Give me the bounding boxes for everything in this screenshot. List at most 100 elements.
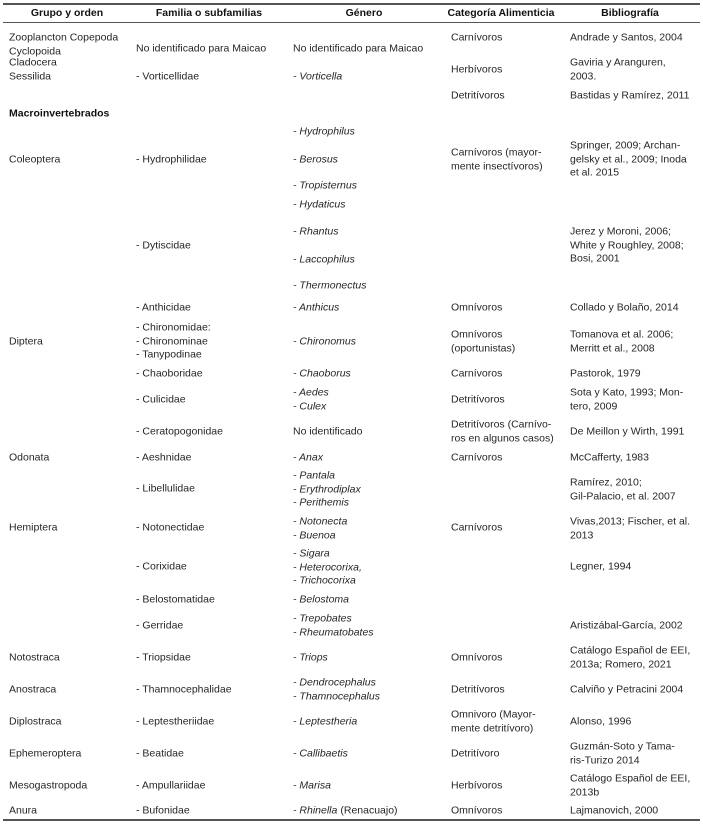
cell-bibliography: tero, 2009 <box>570 400 617 414</box>
cell-bibliography: Ramírez, 2010; <box>570 476 642 490</box>
cell-category: Herbívoros <box>451 63 502 77</box>
cell-category: ros en algunos casos) <box>451 432 554 446</box>
category-text: ros en algunos casos) <box>451 431 554 444</box>
group-text: Hemiptera <box>9 521 58 534</box>
group-text: Anura <box>9 804 38 817</box>
genus-text: No identificado para Maicao <box>293 42 424 55</box>
cell-group: Zooplancton Copepoda <box>9 31 118 45</box>
cell-family: - Chaoboridae <box>136 367 203 381</box>
family-text: - Anthicidae <box>136 301 191 314</box>
group-text: Odonata <box>9 451 50 464</box>
group-text: Anostraca <box>9 683 57 696</box>
bibliography-text: Guzmán-Soto y Tama- <box>570 740 675 753</box>
cell-genus: - Rheumatobates <box>293 626 374 640</box>
genus-text: - Buenoa <box>293 528 336 541</box>
cell-bibliography: Alonso, 1996 <box>570 715 631 729</box>
bibliography-text: tero, 2009 <box>570 399 618 412</box>
cell-genus: - Belostoma <box>293 593 349 607</box>
cell-genus: - Berosus <box>293 153 338 167</box>
group-text: Mesogastropoda <box>9 779 88 792</box>
category-text: Carnívoros (mayor- <box>451 146 542 159</box>
cell-genus: - Thamnocephalus <box>293 690 380 704</box>
header-bibliography: Bibliografía <box>601 7 659 19</box>
bibliography-text: Collado y Bolaño, 2014 <box>570 301 679 314</box>
cell-category: Detritívoros <box>451 393 505 407</box>
cell-category: Omnívoros <box>451 651 502 665</box>
cell-bibliography: 2013 <box>570 529 593 543</box>
genus-text: - Heterocorixa, <box>293 560 362 573</box>
family-text: - Libellulidae <box>136 482 195 495</box>
bibliography-text: Gil-Palacio, et al. 2007 <box>570 489 676 502</box>
bibliography-text: 2013 <box>570 528 594 541</box>
header-group: Grupo y orden <box>30 7 104 19</box>
cell-category: Omnívoros <box>451 804 502 818</box>
bibliography-text: Bosi, 2001 <box>570 252 620 265</box>
family-text: - Notonectidae <box>136 521 205 534</box>
cell-group: Anostraca <box>9 683 56 697</box>
cell-genus: - Hydrophilus <box>293 125 355 139</box>
family-text: - Belostomatidae <box>136 593 215 606</box>
bibliography-text: 2013b <box>570 785 600 798</box>
cell-category: mente detritívoro) <box>451 722 533 736</box>
category-text: Omnívoros <box>451 301 503 314</box>
bibliography-text: 2003. <box>570 69 597 82</box>
cell-genus: - Thermonectus <box>293 279 367 293</box>
cell-family: - Culicidae <box>136 393 186 407</box>
family-text: - Gerridae <box>136 619 184 632</box>
genus-text: - Laccophilus <box>293 253 355 266</box>
cell-bibliography: et al. 2015 <box>570 166 619 180</box>
group-text: Diplostraca <box>9 715 62 728</box>
genus-text: - Rhantus <box>293 225 339 238</box>
genus-text: - Tropisternus <box>293 179 357 192</box>
cell-genus: No identificado <box>293 425 362 439</box>
cell-family: - Beatidae <box>136 747 184 761</box>
cell-genus: - Marisa <box>293 779 331 793</box>
cell-category: Omnívoros <box>451 301 502 315</box>
genus-text: - Vorticella <box>293 70 343 83</box>
bibliography-text: Catálogo Español de EEI, <box>570 644 691 657</box>
cell-family: - Dytiscidae <box>136 239 191 253</box>
category-text: Detritívoros (Carnívo- <box>451 418 552 431</box>
genus-text: - Marisa <box>293 779 331 792</box>
bibliography-text: Gaviria y Aranguren, <box>570 56 666 69</box>
bibliography-text: Calviño y Petracini 2004 <box>570 683 684 696</box>
cell-family: - Ampullariidae <box>136 779 205 793</box>
category-text: Omnívoros <box>451 328 503 341</box>
category-text: Carnívoros <box>451 521 503 534</box>
cell-genus: - Heterocorixa, <box>293 561 362 575</box>
category-text: Detritívoros <box>451 89 505 102</box>
bibliography-text: et al. 2015 <box>570 166 620 179</box>
cell-genus: - Notonecta <box>293 515 347 529</box>
cell-genus: - Triops <box>293 651 328 665</box>
family-text: - Leptestheriidae <box>136 715 215 728</box>
family-text: - Thamnocephalidae <box>136 683 232 696</box>
family-text: - Culicidae <box>136 393 186 406</box>
cell-category: Carnívoros <box>451 521 502 535</box>
cell-genus: - Trepobates <box>293 612 352 626</box>
cell-genus: - Anthicus <box>293 301 339 315</box>
bibliography-text: gelsky et al., 2009; Inoda <box>570 152 687 165</box>
family-text: - Ampullariidae <box>136 779 206 792</box>
bottom-rule <box>3 819 700 821</box>
bibliography-text: Vivas,2013; Fischer, et al. <box>570 515 691 528</box>
cell-family: - Hydrophilidae <box>136 153 207 167</box>
cell-group: Anura <box>9 804 37 818</box>
genus-text: - Hydaticus <box>293 198 346 211</box>
category-text: Omnívoros <box>451 651 503 664</box>
cell-family: - Thamnocephalidae <box>136 683 232 697</box>
genus-text: - Trepobates <box>293 612 352 625</box>
cell-bibliography: 2013b <box>570 786 599 800</box>
group-text: Coleoptera <box>9 153 61 166</box>
header-family: Familia o subfamilias <box>155 7 263 19</box>
cell-bibliography: Pastorok, 1979 <box>570 367 641 381</box>
cell-family: - Gerridae <box>136 619 183 633</box>
category-text: mente insectívoros) <box>451 159 543 172</box>
cell-bibliography: Merritt et al., 2008 <box>570 342 655 356</box>
cell-bibliography: McCafferty, 1983 <box>570 451 649 465</box>
category-text: Omnivoro (Mayor- <box>451 708 536 721</box>
cell-family: - Corixidae <box>136 560 187 574</box>
genus-text: - Thermonectus <box>293 279 367 292</box>
section-label: Macroinvertebrados <box>9 107 110 120</box>
cell-bibliography: Guzmán-Soto y Tama- <box>570 740 675 754</box>
cell-bibliography: White y Roughley, 2008; <box>570 239 684 253</box>
